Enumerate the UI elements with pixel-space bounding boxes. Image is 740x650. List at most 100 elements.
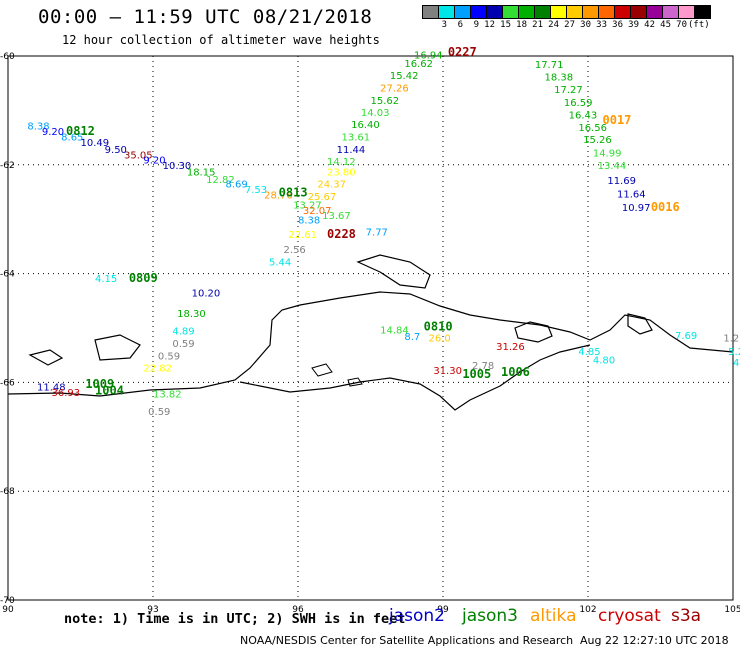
wave-height-value: 9.50	[105, 145, 127, 156]
wave-height-value: 17.71	[535, 60, 564, 71]
lat-tick-label: -68	[0, 487, 15, 497]
wave-height-value: 15.26	[583, 135, 612, 146]
legend-label: 18	[516, 20, 527, 30]
credit-line: NOAA/NESDIS Center for Satellite Applica…	[240, 634, 574, 647]
wave-height-value: 8.7	[404, 332, 420, 343]
wave-height-value: 16.40	[351, 120, 380, 131]
legend-label: 12	[484, 20, 495, 30]
lat-tick-label: -62	[0, 161, 15, 171]
wave-height-value: 10.30	[163, 161, 192, 172]
lat-tick-label: -66	[0, 378, 15, 388]
legend-label: 21	[532, 20, 543, 30]
wave-height-value: 2.56	[284, 245, 306, 256]
legend-label: 45	[660, 20, 671, 30]
wave-height-value: 4.89	[172, 327, 194, 338]
legend-label: 24	[548, 20, 559, 30]
legend-units: (ft)	[688, 20, 710, 30]
lat-tick-label: -64	[0, 270, 15, 280]
wave-height-value: 25.67	[308, 192, 337, 203]
island	[627, 313, 653, 335]
wave-height-value: 8.69	[226, 180, 248, 191]
wave-height-value: 4.80	[593, 355, 615, 366]
wave-height-value: 16.43	[569, 111, 598, 122]
wave-height-value: 5.2	[728, 347, 740, 358]
wave-height-value: 4.85	[578, 347, 600, 358]
wave-height-value: 0.59	[158, 352, 180, 363]
wave-height-value: 13.82	[153, 390, 182, 401]
wave-height-value: 10.20	[192, 288, 221, 299]
wave-height-value: 18.15	[187, 168, 216, 179]
wave-height-value: 7.53	[245, 185, 267, 196]
pass-time-label: 0228	[327, 227, 356, 241]
wave-height-value: 31.26	[496, 342, 525, 353]
island	[356, 254, 431, 289]
wave-height-value: 8.65	[61, 132, 83, 143]
pass-time-label: 0017	[603, 113, 632, 127]
island	[311, 363, 333, 377]
wave-height-value: 28.76	[264, 191, 293, 202]
legend-swatches	[422, 5, 728, 19]
wave-height-value: 35.05	[124, 150, 153, 161]
legend-labels: 3 6 9 12 15 18 21 24 27 30 33 36 39 42 45 70 (ft)	[422, 19, 728, 33]
legend-label: 42	[644, 20, 655, 30]
wave-height-value: 14.03	[361, 108, 390, 119]
legend-label: 30	[580, 20, 591, 30]
island	[514, 321, 553, 343]
color-legend: 3 6 9 12 15 18 21 24 27 30 33 36 39 42 45 70 (ft)	[422, 5, 728, 33]
wave-height-value: 9.20	[143, 156, 165, 167]
legend-label: 33	[596, 20, 607, 30]
wave-height-value: 31.30	[433, 366, 462, 377]
wave-height-value: 11.64	[617, 189, 646, 200]
wave-height-value: 8.38	[27, 121, 49, 132]
pass-time-label: 0809	[129, 271, 158, 285]
wave-height-value: 13.27	[293, 200, 322, 211]
wave-height-value: 14.99	[593, 149, 622, 160]
wave-height-value: 11.44	[337, 145, 366, 156]
legend-swatch	[694, 5, 711, 19]
wave-height-value: 22.82	[143, 364, 172, 375]
wave-height-value: 7.77	[366, 228, 388, 239]
map-subtitle: 12 hour collection of altimeter wave hei…	[62, 33, 380, 47]
wave-height-value: 7.69	[675, 331, 697, 342]
wave-height-value: 2.78	[472, 361, 494, 372]
wave-height-value: 13.61	[342, 132, 371, 143]
wave-height-value: 27.26	[380, 83, 409, 94]
footer-note: note: 1) Time is in UTC; 2) SWH is in fe…	[64, 611, 406, 627]
wave-height-value: 4	[733, 358, 739, 369]
legend-label: 6	[457, 20, 463, 30]
lon-tick-label: 90	[2, 605, 14, 615]
wave-height-value: 12.82	[206, 175, 235, 186]
wave-height-value: 18.38	[545, 72, 574, 83]
wave-height-value: 11.48	[37, 383, 66, 394]
wave-height-value: 15.42	[390, 71, 419, 82]
wave-height-value: 9.20	[42, 127, 64, 138]
wave-height-value: 23.80	[327, 168, 356, 179]
wave-height-value: 26.0	[429, 334, 451, 345]
wave-height-value: 1.25	[723, 334, 740, 345]
satellite-jason2: jason2	[389, 606, 445, 626]
wave-height-value: 13.67	[322, 211, 351, 222]
legend-label: 9	[473, 20, 479, 30]
pass-time-label: 0227	[448, 45, 477, 59]
wave-height-value: 15.62	[371, 96, 400, 107]
lon-tick-label: 96	[292, 605, 304, 615]
pass-time-label: 0016	[651, 200, 680, 214]
legend-label: 3	[441, 20, 447, 30]
pass-time-label: 1006	[501, 365, 530, 379]
pass-time-label: 0813	[279, 185, 308, 199]
wave-height-value: 13.44	[598, 161, 627, 172]
wave-height-value: 11.69	[607, 176, 636, 187]
wave-height-value: 16.62	[404, 59, 433, 70]
wave-height-value: 14.12	[327, 157, 356, 168]
legend-label: 39	[628, 20, 639, 30]
lat-tick-label: -60	[0, 52, 15, 62]
lat-tick-label: -70	[0, 596, 15, 606]
wave-height-value: 10.97	[622, 203, 651, 214]
coastline-inner	[239, 344, 591, 411]
wave-height-value: 0.59	[148, 407, 170, 418]
lon-tick-label: 102	[579, 605, 596, 615]
lon-tick-label: 99	[437, 605, 449, 615]
wave-height-value: 14.84	[380, 325, 409, 336]
pass-time-label: 1005	[462, 367, 491, 381]
